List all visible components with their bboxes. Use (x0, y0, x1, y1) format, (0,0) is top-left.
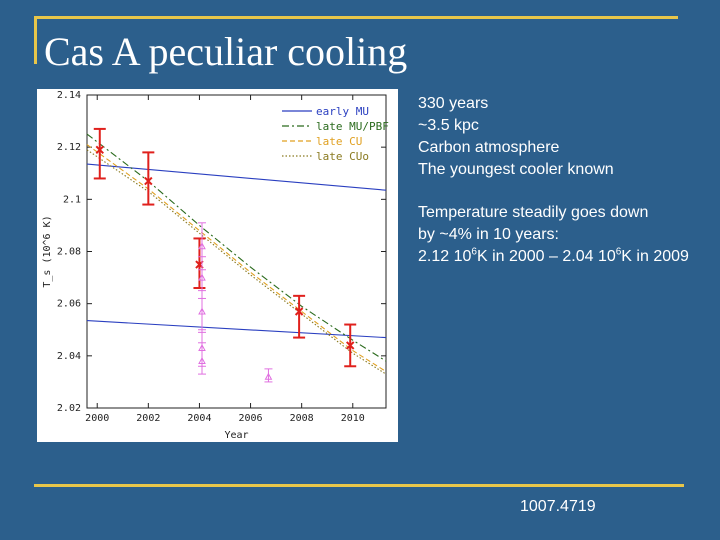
top-rule (34, 16, 678, 19)
y-axis-label: T_s (10^6 K) (42, 215, 53, 287)
model-curve (86, 144, 387, 372)
temp-2009-value: K in 2000 – 2.04 10 (476, 248, 616, 265)
fact-youngest: The youngest cooler known (418, 161, 614, 178)
temperature-line-3: 2.12 106K in 2000 – 2.04 106K in 2009 (418, 246, 720, 268)
y-tick-label: 2.1 (63, 194, 81, 205)
left-rule (34, 16, 37, 64)
x-tick-label: 2010 (341, 413, 365, 424)
x-tick-label: 2004 (187, 413, 211, 424)
data-point (198, 273, 206, 281)
temp-2000-value: 2.12 10 (418, 248, 472, 265)
data-point (346, 341, 355, 350)
model-curve (86, 149, 387, 375)
model-curve (86, 133, 387, 362)
data-point (294, 307, 304, 316)
data-point (198, 357, 206, 365)
x-tick-label: 2000 (85, 413, 109, 424)
x-tick-label: 2002 (136, 413, 160, 424)
y-tick-label: 2.06 (57, 299, 81, 310)
data-point (198, 242, 206, 250)
bottom-rule (34, 484, 684, 487)
temperature-note: Temperature steadily goes down by ~4% in… (418, 202, 720, 268)
y-tick-label: 2.04 (57, 351, 81, 362)
data-point (198, 307, 206, 315)
temp-2009-unit: K in 2009 (621, 248, 689, 265)
x-axis-label: Year (224, 430, 248, 441)
data-point (144, 176, 153, 186)
model-curve (86, 163, 387, 191)
model-curve (86, 320, 387, 339)
temperature-line-2: by ~4% in 10 years: (418, 226, 559, 243)
y-tick-label: 2.08 (57, 247, 81, 258)
legend-label: late MU/PBF (316, 120, 389, 133)
arxiv-reference: 1007.4719 (520, 498, 596, 515)
slide-title: Cas A peculiar cooling (44, 29, 408, 74)
cooling-chart: 2000 2002 2004 2006 2008 2010 2.02 2.04 2.06 2.08… (37, 89, 398, 442)
y-tick-label: 2.14 (57, 90, 81, 101)
x-tick-label: 2008 (290, 413, 314, 424)
temperature-line-1: Temperature steadily goes down (418, 204, 649, 221)
facts-list: 330 years ~3.5 kpc Carbon atmosphere The… (418, 93, 720, 181)
fact-atmosphere: Carbon atmosphere (418, 139, 560, 156)
y-tick-label: 2.02 (57, 403, 81, 414)
legend-label: late CUo (316, 150, 369, 163)
fact-age: 330 years (418, 95, 489, 112)
data-point (264, 372, 273, 380)
x-tick-label: 2006 (239, 413, 263, 424)
temp-2009-exponent: 6 (615, 246, 622, 258)
chart-svg: 2000 2002 2004 2006 2008 2010 2.02 2.04 2.06 2.08… (42, 90, 389, 441)
y-tick-label: 2.12 (57, 142, 81, 153)
data-point (95, 145, 104, 154)
temp-2000-exponent: 6 (471, 246, 477, 258)
fact-distance: ~3.5 kpc (418, 117, 479, 134)
legend-label: late CU (316, 135, 362, 148)
legend-label: early MU (316, 105, 369, 118)
